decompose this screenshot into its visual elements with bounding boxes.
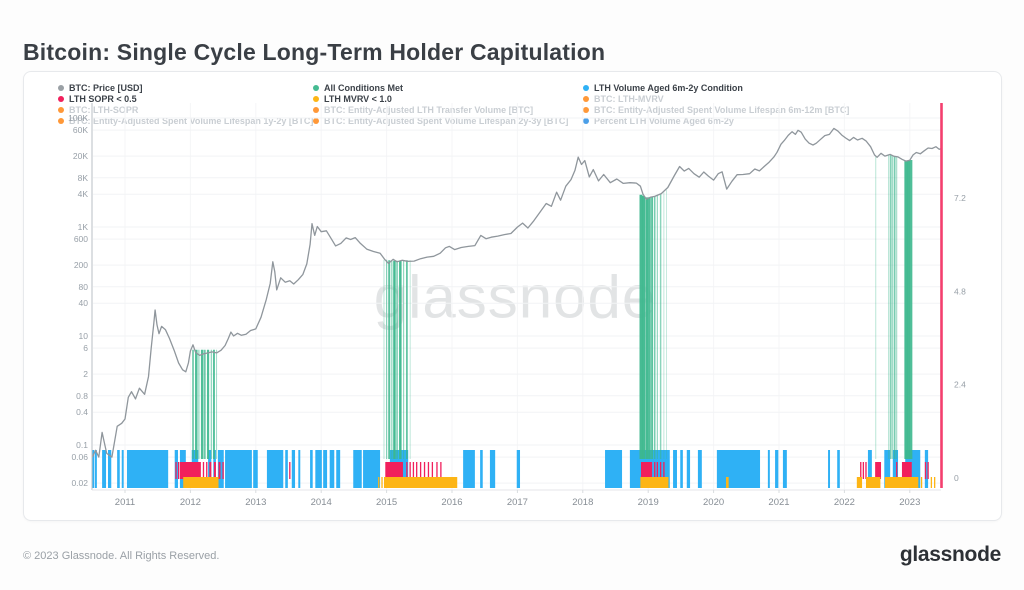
legend-dot-icon: [58, 84, 64, 91]
legend-item[interactable]: LTH MVRV < 1.0: [313, 93, 568, 104]
legend-dot-icon: [58, 95, 64, 102]
legend-item-label: LTH MVRV < 1.0: [324, 93, 392, 104]
legend-dot-icon: [313, 106, 319, 113]
legend-item-label: BTC: Entity-Adjusted Spent Volume Lifesp…: [594, 104, 850, 115]
legend-item-label: BTC: Entity-Adjusted LTH Transfer Volume…: [324, 104, 534, 115]
legend-dot-icon: [313, 84, 319, 91]
legend-item[interactable]: LTH SOPR < 0.5: [58, 93, 313, 104]
legend-dot-icon: [58, 106, 64, 113]
legend-dot-icon: [583, 84, 589, 91]
page-title: Bitcoin: Single Cycle Long-Term Holder C…: [23, 39, 606, 66]
legend-item[interactable]: LTH Volume Aged 6m-2y Condition: [583, 82, 849, 93]
legend-item-label: BTC: Entity-Adjusted Spent Volume Lifesp…: [69, 115, 314, 126]
legend-item[interactable]: BTC: LTH-SOPR: [58, 104, 313, 115]
legend-dot-icon: [583, 117, 589, 124]
legend-dot-icon: [583, 106, 589, 113]
legend-item-label: BTC: LTH-SOPR: [69, 104, 139, 115]
legend-dot-icon: [313, 95, 319, 102]
legend-item[interactable]: BTC: Price [USD]: [58, 82, 313, 93]
legend-item[interactable]: BTC: LTH-MVRV: [583, 93, 849, 104]
legend-item-label: BTC: Entity-Adjusted Spent Volume Lifesp…: [324, 115, 569, 126]
legend-column-3: LTH Volume Aged 6m-2y Condition BTC: LTH-…: [583, 82, 849, 126]
legend-item-label: Percent LTH Volume Aged 6m-2y: [594, 115, 734, 126]
legend-item[interactable]: BTC: Entity-Adjusted Spent Volume Lifesp…: [58, 115, 313, 126]
legend-item-label: All Conditions Met: [324, 82, 403, 93]
legend-column-2: All Conditions Met LTH MVRV < 1.0 BTC: Ent…: [313, 82, 568, 126]
legend-item[interactable]: All Conditions Met: [313, 82, 568, 93]
legend-column-1: BTC: Price [USD] LTH SOPR < 0.5 BTC: LTH-S…: [58, 82, 313, 126]
copyright-text: © 2023 Glassnode. All Rights Reserved.: [23, 550, 220, 562]
legend-item-label: LTH Volume Aged 6m-2y Condition: [594, 82, 743, 93]
legend-item[interactable]: BTC: Entity-Adjusted Spent Volume Lifesp…: [313, 115, 568, 126]
glassnode-logo: glassnode: [899, 543, 1001, 566]
legend-item-label: LTH SOPR < 0.5: [69, 93, 137, 104]
legend-dot-icon: [313, 117, 319, 124]
legend-item-label: BTC: Price [USD]: [69, 82, 143, 93]
legend-item[interactable]: BTC: Entity-Adjusted LTH Transfer Volume…: [313, 104, 568, 115]
legend-item[interactable]: BTC: Entity-Adjusted Spent Volume Lifesp…: [583, 104, 849, 115]
legend-dot-icon: [583, 95, 589, 102]
legend-dot-icon: [58, 117, 64, 124]
watermark: glassnode: [373, 263, 657, 331]
legend-item-label: BTC: LTH-MVRV: [594, 93, 664, 104]
legend-item[interactable]: Percent LTH Volume Aged 6m-2y: [583, 115, 849, 126]
